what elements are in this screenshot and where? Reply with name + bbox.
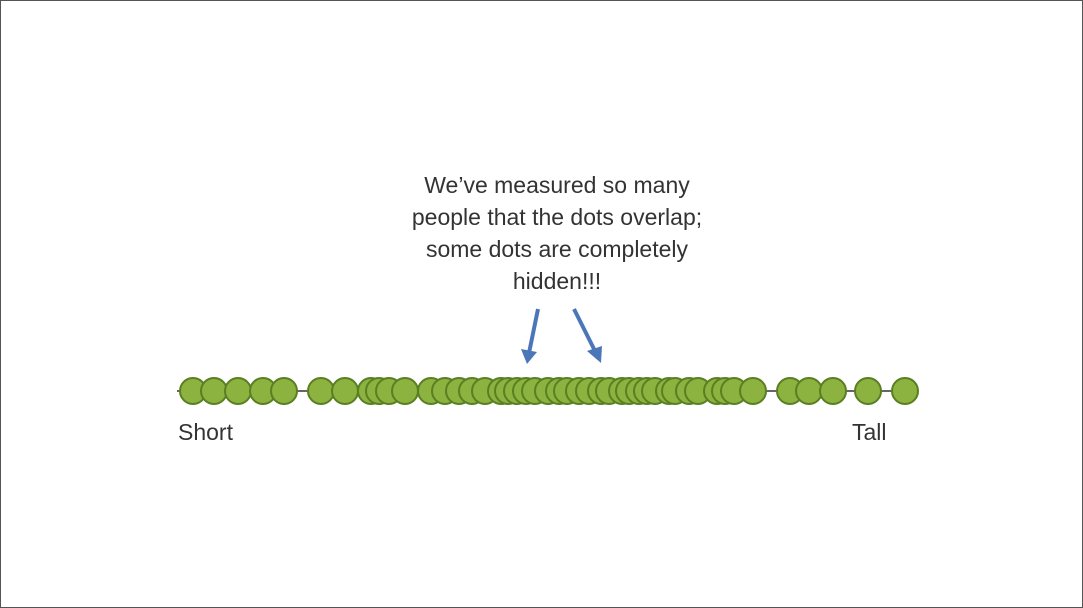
data-dot	[307, 377, 335, 405]
arrow-right-head	[587, 346, 602, 363]
callout-line: people that the dots overlap;	[411, 204, 703, 230]
data-dot	[331, 377, 359, 405]
data-dot	[224, 377, 252, 405]
arrow-right	[572, 308, 597, 352]
callout-line: hidden!!!	[512, 268, 602, 294]
data-dot	[200, 377, 228, 405]
data-dot	[819, 377, 847, 405]
callout-line: We’ve measured so many	[424, 172, 690, 198]
axis-label-tall: Tall	[852, 419, 887, 445]
data-dot	[854, 377, 882, 405]
arrow-left	[527, 308, 540, 354]
arrow-left-head	[521, 349, 537, 364]
data-dot	[795, 377, 823, 405]
arrows-group	[521, 308, 602, 364]
callout-text: We’ve measured so many people that the d…	[342, 169, 772, 297]
data-dot	[270, 377, 298, 405]
callout-line: some dots are completely	[425, 236, 689, 262]
data-dot	[891, 377, 919, 405]
data-dot	[739, 377, 767, 405]
data-dot	[391, 377, 419, 405]
dots-group	[179, 377, 919, 405]
axis-label-short: Short	[178, 419, 233, 445]
